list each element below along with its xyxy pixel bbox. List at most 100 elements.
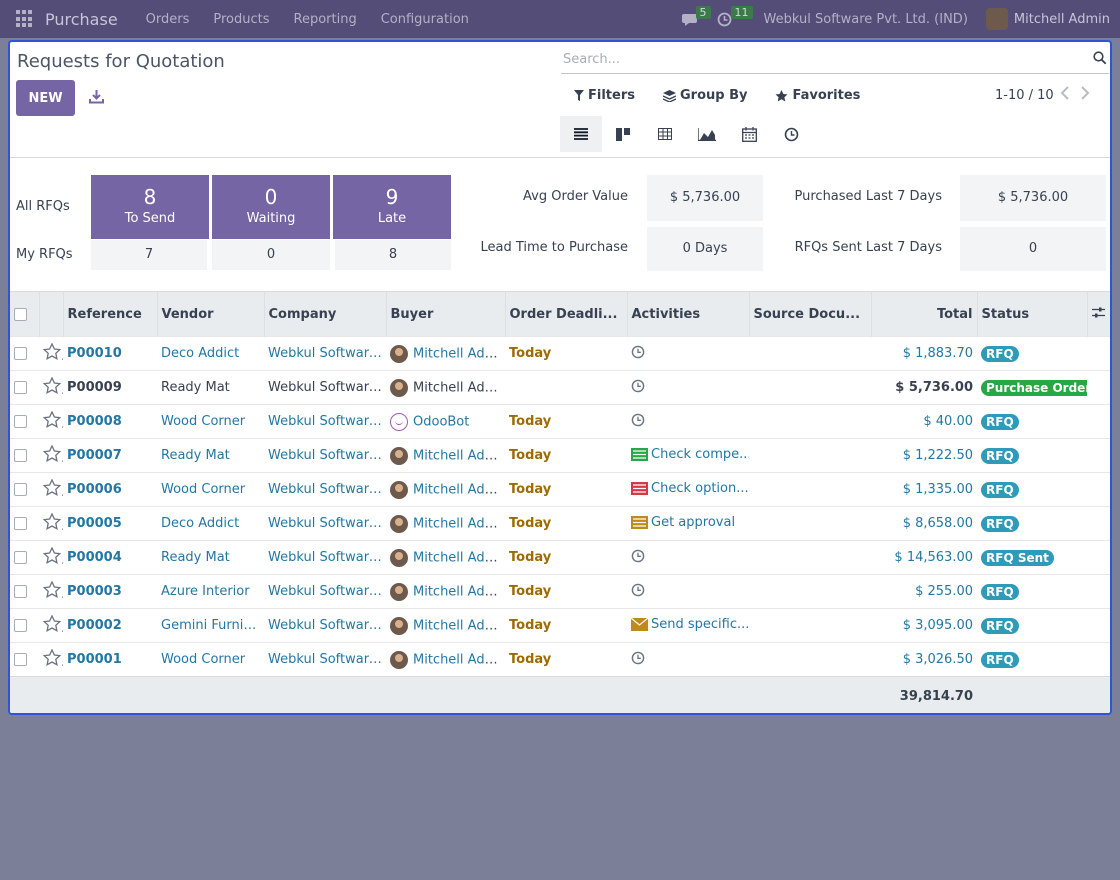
list-view-button[interactable] <box>560 116 602 152</box>
row-checkbox[interactable] <box>14 415 27 428</box>
table-row[interactable]: P00003 Azure Interior Webkul Software... Mi… <box>10 574 1110 609</box>
row-activities[interactable] <box>627 336 749 371</box>
row-vendor[interactable]: Ready Mat <box>157 540 264 575</box>
app-name[interactable]: Purchase <box>45 9 118 29</box>
star-outline-icon[interactable] <box>42 614 62 632</box>
table-row[interactable]: P00001 Wood Corner Webkul Software... Mitch… <box>10 642 1110 677</box>
row-activities[interactable] <box>627 574 749 609</box>
menu-item-reporting[interactable]: Reporting <box>293 11 357 27</box>
row-select-cell[interactable] <box>10 540 39 575</box>
row-select-cell[interactable] <box>10 404 39 439</box>
download-icon[interactable] <box>86 86 106 106</box>
apps-menu-icon[interactable] <box>16 10 34 28</box>
row-favorite-cell[interactable] <box>39 608 63 643</box>
column-header-status[interactable]: Status <box>977 291 1088 337</box>
row-checkbox[interactable] <box>14 347 27 360</box>
row-activities[interactable] <box>627 540 749 575</box>
row-buyer[interactable]: OdooBot <box>386 404 505 439</box>
pager-value[interactable]: 1-10 / 10 <box>995 88 1054 103</box>
table-row[interactable]: P00006 Wood Corner Webkul Software... Mitch… <box>10 472 1110 507</box>
row-select-cell[interactable] <box>10 608 39 643</box>
row-activities[interactable]: Get approval <box>627 506 749 541</box>
row-activities[interactable] <box>627 642 749 677</box>
row-activities[interactable]: Check option... <box>627 472 749 507</box>
star-outline-icon[interactable] <box>42 342 62 360</box>
my-waiting-count[interactable]: 0 <box>212 240 330 270</box>
star-outline-icon[interactable] <box>42 580 62 598</box>
table-row[interactable]: P00002 Gemini Furniture Webkul Software...… <box>10 608 1110 643</box>
row-activities[interactable]: Send specific... <box>627 608 749 643</box>
company-switcher[interactable]: Webkul Software Pvt. Ltd. (IND) <box>763 11 968 27</box>
menu-item-orders[interactable]: Orders <box>145 11 190 27</box>
row-buyer[interactable]: Mitchell Admin <box>386 608 505 643</box>
activity-summary[interactable]: Check compe... <box>631 447 749 462</box>
search-input[interactable] <box>561 46 1061 72</box>
row-buyer[interactable]: Mitchell Admin <box>386 370 505 405</box>
row-vendor[interactable]: Wood Corner <box>157 642 264 677</box>
row-vendor[interactable]: Ready Mat <box>157 438 264 473</box>
row-vendor[interactable]: Deco Addict <box>157 336 264 371</box>
star-outline-icon[interactable] <box>42 444 62 462</box>
row-buyer[interactable]: Mitchell Admin <box>386 642 505 677</box>
table-row[interactable]: P00008 Wood Corner Webkul Software... OdooB… <box>10 404 1110 439</box>
optional-columns-toggle[interactable] <box>1087 291 1110 337</box>
search-icon[interactable] <box>1093 51 1107 65</box>
to-send-tile[interactable]: 8 To Send <box>91 175 209 239</box>
row-buyer[interactable]: Mitchell Admin <box>386 540 505 575</box>
row-favorite-cell[interactable] <box>39 574 63 609</box>
column-header-order-deadline[interactable]: Order Deadli... <box>505 291 628 337</box>
row-select-cell[interactable] <box>10 336 39 371</box>
row-select-cell[interactable] <box>10 472 39 507</box>
user-menu[interactable]: Mitchell Admin <box>1013 11 1110 27</box>
row-checkbox[interactable] <box>14 381 27 394</box>
row-favorite-cell[interactable] <box>39 642 63 677</box>
row-vendor[interactable]: Ready Mat <box>157 370 264 405</box>
row-vendor[interactable]: Wood Corner <box>157 404 264 439</box>
row-vendor[interactable]: Gemini Furniture <box>157 608 264 643</box>
row-checkbox[interactable] <box>14 551 27 564</box>
row-company[interactable]: Webkul Software... <box>264 540 386 575</box>
row-company[interactable]: Webkul Software... <box>264 404 386 439</box>
row-select-cell[interactable] <box>10 506 39 541</box>
row-activities[interactable] <box>627 404 749 439</box>
messages-systray[interactable]: 5 <box>681 5 711 27</box>
row-select-cell[interactable] <box>10 642 39 677</box>
row-company[interactable]: Webkul Software... <box>264 506 386 541</box>
activities-systray[interactable]: 11 <box>717 5 753 27</box>
row-favorite-cell[interactable] <box>39 438 63 473</box>
row-activities[interactable] <box>627 370 749 405</box>
late-tile[interactable]: 9 Late <box>333 175 451 239</box>
row-favorite-cell[interactable] <box>39 472 63 507</box>
select-all-header[interactable] <box>10 291 40 337</box>
row-vendor[interactable]: Wood Corner <box>157 472 264 507</box>
row-buyer[interactable]: Mitchell Admin <box>386 574 505 609</box>
calendar-view-button[interactable] <box>728 116 770 152</box>
select-all-checkbox[interactable] <box>14 307 27 321</box>
column-header-company[interactable]: Company <box>264 291 387 337</box>
table-row[interactable]: P00009 Ready Mat Webkul Software... Mitchel… <box>10 370 1110 405</box>
column-header-buyer[interactable]: Buyer <box>386 291 506 337</box>
new-button[interactable]: NEW <box>16 80 75 116</box>
star-outline-icon[interactable] <box>42 376 62 394</box>
row-favorite-cell[interactable] <box>39 336 63 371</box>
row-favorite-cell[interactable] <box>39 506 63 541</box>
table-row[interactable]: P00007 Ready Mat Webkul Software... Mitchel… <box>10 438 1110 473</box>
row-vendor[interactable]: Azure Interior <box>157 574 264 609</box>
column-header-total[interactable]: Total <box>871 291 978 337</box>
star-outline-icon[interactable] <box>42 512 62 530</box>
graph-view-button[interactable] <box>686 116 728 152</box>
star-outline-icon[interactable] <box>42 648 62 666</box>
row-company[interactable]: Webkul Software... <box>264 336 386 371</box>
row-vendor[interactable]: Deco Addict <box>157 506 264 541</box>
row-activities[interactable]: Check compe... <box>627 438 749 473</box>
menu-item-products[interactable]: Products <box>213 11 270 27</box>
group-by-button[interactable]: Group By <box>662 88 747 103</box>
column-header-vendor[interactable]: Vendor <box>157 291 265 337</box>
chevron-right-icon[interactable] <box>1080 86 1090 100</box>
pivot-view-button[interactable] <box>644 116 686 152</box>
row-checkbox[interactable] <box>14 517 27 530</box>
row-favorite-cell[interactable] <box>39 404 63 439</box>
row-company[interactable]: Webkul Software... <box>264 438 386 473</box>
row-company[interactable]: Webkul Software... <box>264 642 386 677</box>
table-row[interactable]: P00005 Deco Addict Webkul Software... Mitch… <box>10 506 1110 541</box>
